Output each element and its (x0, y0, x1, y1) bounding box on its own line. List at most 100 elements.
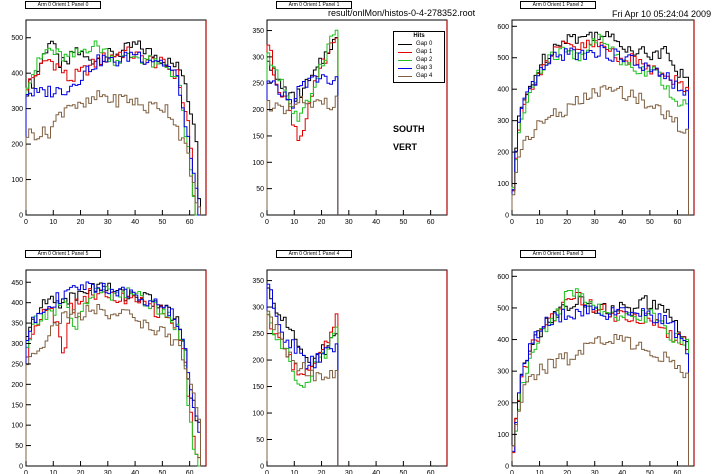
series-gap-3 (511, 305, 689, 466)
y-tick-label: 300 (497, 369, 509, 376)
x-tick-label: 10 (536, 470, 544, 474)
x-tick-label: 20 (318, 470, 326, 474)
x-tick-label: 30 (104, 219, 112, 226)
legend-title: Hits (413, 33, 425, 39)
y-tick-label: 100 (11, 177, 23, 184)
legend-label: Gap 2 (416, 57, 433, 63)
series-gap-2 (511, 33, 689, 215)
legend-label: Gap 0 (416, 41, 433, 47)
legend: Hits Gap 0 Gap 1 Gap 2 Gap 3 Gap 4 (393, 31, 445, 83)
legend-entry: Gap 4 (394, 72, 444, 80)
y-tick-label: 100 (252, 411, 264, 418)
series-gap-4 (511, 334, 689, 466)
y-tick-label: 200 (11, 382, 23, 389)
y-tick-label: 300 (497, 118, 509, 125)
y-tick-label: 250 (11, 361, 23, 368)
x-tick-label: 60 (186, 219, 194, 226)
y-tick-label: 100 (497, 432, 509, 439)
y-tick-label: 0 (19, 213, 23, 220)
file-name: result/onlMon/histos-0-4-278352.root (328, 8, 476, 18)
y-tick-label: 150 (11, 402, 23, 409)
x-tick-label: 0 (510, 470, 514, 474)
x-tick-label: 0 (24, 470, 28, 474)
x-tick-label: 20 (563, 219, 571, 226)
y-tick-label: 200 (11, 142, 23, 149)
x-tick-label: 40 (372, 470, 380, 474)
panel-title: Arm 0 Orient 1 Panel 0 (25, 1, 101, 9)
x-tick-label: 50 (158, 470, 166, 474)
y-tick-label: 50 (15, 443, 23, 450)
legend-entry: Gap 1 (394, 48, 444, 56)
y-tick-label: 0 (19, 464, 23, 471)
x-tick-label: 30 (104, 470, 112, 474)
y-tick-label: 600 (497, 274, 509, 281)
series-gap-2 (266, 313, 339, 466)
x-tick-label: 20 (563, 470, 571, 474)
legend-entry: Gap 2 (394, 56, 444, 64)
legend-entry: Gap 0 (394, 40, 444, 48)
y-tick-label: 300 (11, 106, 23, 113)
series-gap-1 (25, 288, 201, 466)
x-tick-label: 10 (49, 470, 57, 474)
series-gap-0 (511, 31, 689, 215)
series-gap-3 (511, 44, 689, 215)
y-tick-label: 0 (260, 213, 264, 220)
series-gap-3 (266, 74, 339, 215)
panel-title: Arm 0 Orient 1 Panel 2 (520, 1, 596, 9)
y-tick-label: 350 (252, 278, 264, 285)
x-tick-label: 60 (674, 470, 682, 474)
x-tick-label: 40 (618, 219, 626, 226)
panel-title: Arm 0 Orient 1 Panel 1 (276, 1, 352, 9)
y-tick-label: 300 (252, 54, 264, 61)
x-tick-label: 10 (290, 470, 298, 474)
x-tick-label: 20 (77, 219, 85, 226)
y-tick-label: 500 (497, 55, 509, 62)
x-tick-label: 0 (265, 219, 269, 226)
legend-label: Gap 1 (416, 49, 433, 55)
legend-entry: Gap 3 (394, 64, 444, 72)
y-tick-label: 50 (256, 437, 264, 444)
y-tick-label: 250 (252, 331, 264, 338)
x-tick-label: 10 (536, 219, 544, 226)
x-tick-label: 30 (345, 470, 353, 474)
y-tick-label: 200 (497, 150, 509, 157)
panel-title: Arm 0 Orient 1 Panel 3 (520, 250, 596, 258)
y-tick-label: 50 (256, 186, 264, 193)
series-gap-0 (266, 37, 339, 215)
series-gap-0 (25, 282, 201, 466)
y-tick-label: 200 (252, 358, 264, 365)
x-tick-label: 60 (186, 470, 194, 474)
timestamp: Fri Apr 10 05:24:04 2009 (612, 9, 712, 19)
x-tick-label: 0 (265, 470, 269, 474)
y-tick-label: 400 (11, 300, 23, 307)
y-tick-label: 250 (252, 81, 264, 88)
series-gap-1 (25, 46, 201, 216)
y-tick-label: 350 (11, 321, 23, 328)
series-gap-2 (25, 286, 201, 467)
series-gap-4 (25, 90, 201, 215)
x-tick-label: 30 (345, 219, 353, 226)
y-tick-label: 600 (497, 24, 509, 31)
y-tick-label: 0 (505, 213, 509, 220)
y-tick-label: 0 (260, 464, 264, 471)
y-tick-label: 400 (497, 87, 509, 94)
x-tick-label: 40 (131, 470, 139, 474)
y-tick-label: 150 (252, 133, 264, 140)
plot-frame (25, 19, 207, 216)
x-tick-label: 40 (131, 219, 139, 226)
legend-label: Gap 4 (416, 73, 433, 79)
series-gap-3 (266, 283, 339, 466)
panel-title: Arm 0 Orient 1 Panel 4 (276, 250, 352, 258)
x-tick-label: 50 (158, 219, 166, 226)
x-tick-label: 50 (646, 470, 654, 474)
series-gap-4 (266, 95, 339, 215)
series-gap-4 (25, 304, 201, 466)
annotation-south: SOUTH (393, 124, 425, 134)
y-tick-label: 400 (497, 337, 509, 344)
series-gap-3 (25, 51, 201, 216)
series-gap-1 (266, 313, 339, 466)
series-gap-4 (266, 310, 339, 466)
x-tick-label: 10 (49, 219, 57, 226)
y-tick-label: 100 (252, 160, 264, 167)
